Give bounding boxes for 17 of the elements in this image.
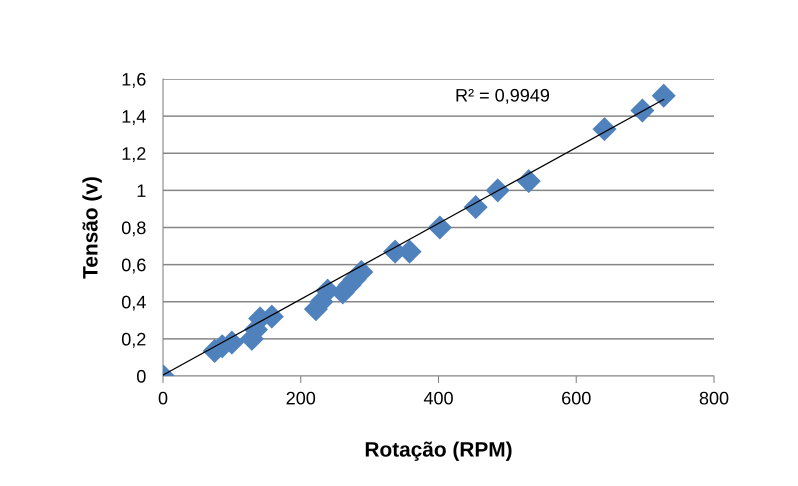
y-tick-label: 0,4 bbox=[122, 296, 146, 311]
y-tick-label: 1,2 bbox=[122, 147, 146, 162]
y-tick-label: 0 bbox=[137, 370, 146, 383]
x-axis-title: Rotação (RPM) bbox=[366, 441, 512, 461]
x-tick-label: 600 bbox=[562, 392, 591, 405]
y-tick-label: 0,2 bbox=[122, 332, 146, 348]
x-tick-label: 0 bbox=[158, 392, 168, 405]
y-tick-label: 0,8 bbox=[122, 221, 146, 236]
y-tick-label: 0,6 bbox=[122, 258, 146, 274]
x-tick-label: 200 bbox=[286, 392, 316, 405]
y-tick-label: 1,6 bbox=[122, 72, 146, 88]
annotation: R² = 0,9949 bbox=[456, 88, 550, 104]
x-tick-label: 800 bbox=[700, 392, 728, 405]
y-tick-label: 1,4 bbox=[122, 110, 146, 125]
y-tick-label: 1 bbox=[138, 184, 146, 197]
x-tick-label: 400 bbox=[424, 392, 453, 405]
y-axis-title: Tensão (v) bbox=[82, 177, 102, 279]
